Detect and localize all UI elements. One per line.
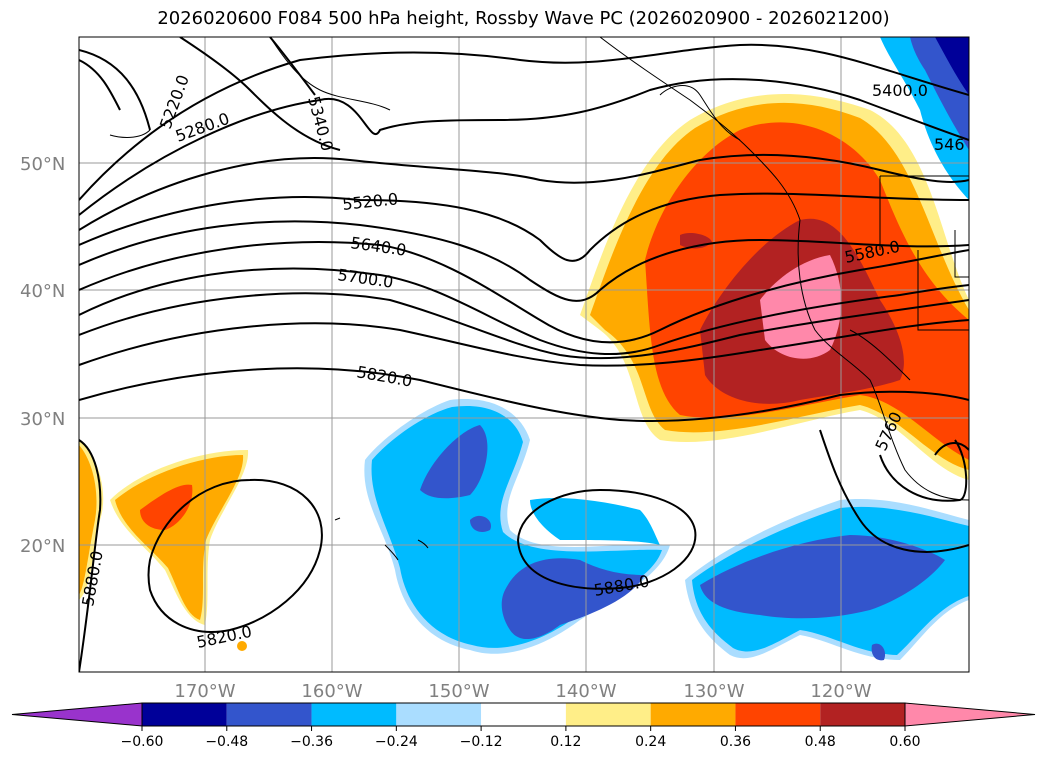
negative-anomaly-northeast	[880, 37, 969, 200]
colorbar-tick-label: −0.48	[205, 734, 248, 750]
contour-label-546: 546	[934, 135, 965, 154]
map-title: 2026020600 F084 500 hPa height, Rossby W…	[157, 8, 890, 29]
colorbar-tick-label: −0.36	[290, 734, 333, 750]
colorbar-swatch	[311, 703, 397, 726]
lat-labels: 50°N 40°N 30°N 20°N	[20, 154, 65, 557]
lon-label-130w: 130°W	[683, 681, 744, 702]
lon-labels: 170°W 160°W 150°W 140°W 130°W 120°W	[174, 681, 871, 702]
colorbar-swatch	[820, 703, 905, 726]
colorbar-swatch	[396, 703, 482, 726]
colorbar-swatch	[565, 703, 651, 726]
positive-anomaly-west	[79, 440, 249, 651]
colorbar-swatch	[142, 703, 227, 726]
colorbar-swatch	[481, 703, 566, 726]
colorbar-tick-label: 0.48	[805, 734, 836, 750]
lat-label-20: 20°N	[20, 536, 65, 557]
colorbar-tick-label: 0.24	[635, 734, 666, 750]
plot-frame	[78, 36, 970, 673]
colorbar-tick-label: 0.60	[889, 734, 920, 750]
colorbar-extend-low	[11, 702, 143, 727]
colorbar-tick-label: −0.12	[460, 734, 503, 750]
lon-label-140w: 140°W	[555, 681, 616, 702]
lon-label-120w: 120°W	[810, 681, 871, 702]
colorbar-swatch	[650, 703, 736, 726]
colorbar-frame	[141, 702, 906, 727]
colorbar-swatch	[735, 703, 821, 726]
coastlines	[109, 37, 969, 561]
lon-label-150w: 150°W	[428, 681, 489, 702]
lon-label-170w: 170°W	[174, 681, 235, 702]
colorbar-tick-label: 0.36	[720, 734, 751, 750]
colorbar-tick-label: 0.12	[550, 734, 581, 750]
negative-anomaly-east	[685, 499, 969, 661]
lat-label-50: 50°N	[20, 154, 65, 175]
colorbar: −0.60 −0.48 −0.36 −0.24 −0.12 0.12 0.24 0.36 0.4…	[11, 702, 1036, 750]
lon-label-160w: 160°W	[301, 681, 362, 702]
colorbar-tick-label: −0.24	[375, 734, 418, 750]
contour-label-5400: 5400.0	[872, 81, 928, 100]
lat-label-30: 30°N	[20, 409, 65, 430]
graticule	[79, 37, 969, 672]
colorbar-swatch	[226, 703, 312, 726]
height-contours	[79, 37, 969, 672]
colorbar-extend-high	[904, 702, 1036, 727]
lat-label-40: 40°N	[20, 281, 65, 302]
colorbar-tick-label: −0.60	[121, 734, 164, 750]
